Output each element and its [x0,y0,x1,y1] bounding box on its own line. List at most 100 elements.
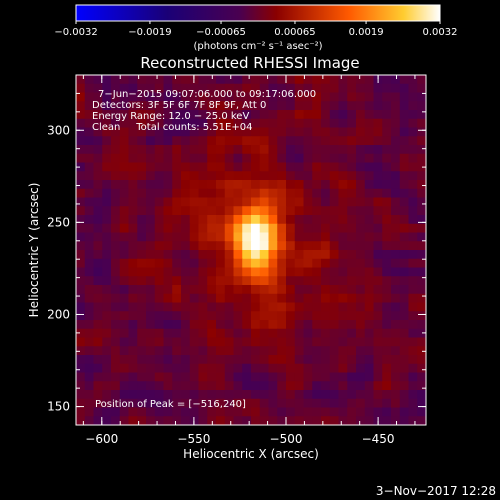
heatmap-cell [119,206,130,216]
heatmap-cell [321,127,331,137]
heatmap-cell [277,206,287,216]
heatmap-cell [242,92,252,102]
heatmap-cell [146,171,156,181]
heatmap-cell [154,101,165,111]
heatmap-cell [198,153,208,164]
heatmap-cell [172,258,182,269]
heatmap-cell [189,293,200,304]
heatmap-cell [277,328,287,339]
heatmap-cell [294,320,305,330]
heatmap-cell [417,398,426,409]
heatmap-cell [198,171,208,181]
heatmap-cell [242,407,252,417]
heatmap-cell [356,241,366,251]
heatmap-cell [224,223,235,234]
heatmap-cell [399,250,410,260]
heatmap-cell [189,153,200,164]
heatmap-cell [198,363,208,374]
heatmap-cell [93,302,103,312]
heatmap-cell [338,206,348,216]
heatmap-cell [391,223,401,234]
heatmap-cell [154,197,165,207]
heatmap-cell [338,153,348,164]
heatmap-cell [146,197,156,207]
heatmap-cell [233,363,243,374]
heatmap-cell [242,162,252,172]
heatmap-cell [163,346,173,356]
heatmap-cell [119,363,130,374]
heatmap-cell [189,92,200,102]
heatmap-cell [286,92,296,102]
heatmap-cell [189,118,200,129]
heatmap-cell [268,188,278,199]
heatmap-cell [119,162,130,172]
heatmap-cell [391,407,401,417]
heatmap-cell [111,293,121,304]
heatmap-cell [233,136,243,146]
x-tick-label: −600 [85,432,118,446]
heatmap-cell [417,215,426,225]
heatmap-cell [303,136,313,146]
heatmap-cell [251,188,261,199]
heatmap-cell [347,110,357,120]
heatmap-cell [146,363,156,374]
heatmap-cell [146,127,156,137]
heatmap-cell [399,241,410,251]
heatmap-cell [408,215,418,225]
heatmap-cell [408,381,418,391]
heatmap-cell [373,267,383,277]
heatmap-cell [137,92,147,102]
heatmap-cell [312,145,322,155]
heatmap-cell [382,127,392,137]
heatmap-cell [268,215,278,225]
heatmap-cell [286,355,296,365]
heatmap-cell [417,311,426,321]
heatmap-cell [128,153,138,164]
heatmap-cell [189,258,200,269]
heatmap-cell [417,118,426,129]
heatmap-cell [207,118,217,129]
heatmap-cell [233,328,243,339]
heatmap-cell [408,110,418,120]
heatmap-cell [93,83,103,94]
heatmap-cell [172,276,182,286]
heatmap-cell [242,355,252,365]
heatmap-cell [382,215,392,225]
heatmap-cell [382,145,392,155]
heatmap-cell [329,232,340,242]
heatmap-cell [163,215,173,225]
heatmap-cell [259,390,270,400]
heatmap-cell [286,372,296,382]
heatmap-cell [303,293,313,304]
heatmap-cell [93,250,103,260]
heatmap-cell [102,390,112,400]
heatmap-cell [382,110,392,120]
heatmap-cell [84,180,95,190]
heatmap-cell [251,311,261,321]
heatmap-cell [233,171,243,181]
heatmap-cell [111,206,121,216]
heatmap-cell [93,110,103,120]
heatmap-cell [163,267,173,277]
heatmap-cell [102,381,112,391]
heatmap-cell [233,293,243,304]
heatmap-cell [391,346,401,356]
heatmap-cell [408,241,418,251]
heatmap-cell [137,250,147,260]
heatmap-cell [294,302,305,312]
heatmap-cell [181,223,191,234]
heatmap-cell [356,407,366,417]
heatmap-cell [181,355,191,365]
heatmap-cell [294,337,305,347]
heatmap-cell [189,223,200,234]
heatmap-cell [242,75,252,85]
heatmap-cell [373,311,383,321]
heatmap-cell [119,188,130,199]
heatmap-cell [312,407,322,417]
heatmap-cell [373,320,383,330]
heatmap-cell [76,337,86,347]
heatmap-cell [93,398,103,409]
heatmap-cell [172,110,182,120]
heatmap-cell [119,136,130,146]
heatmap-cell [251,372,261,382]
